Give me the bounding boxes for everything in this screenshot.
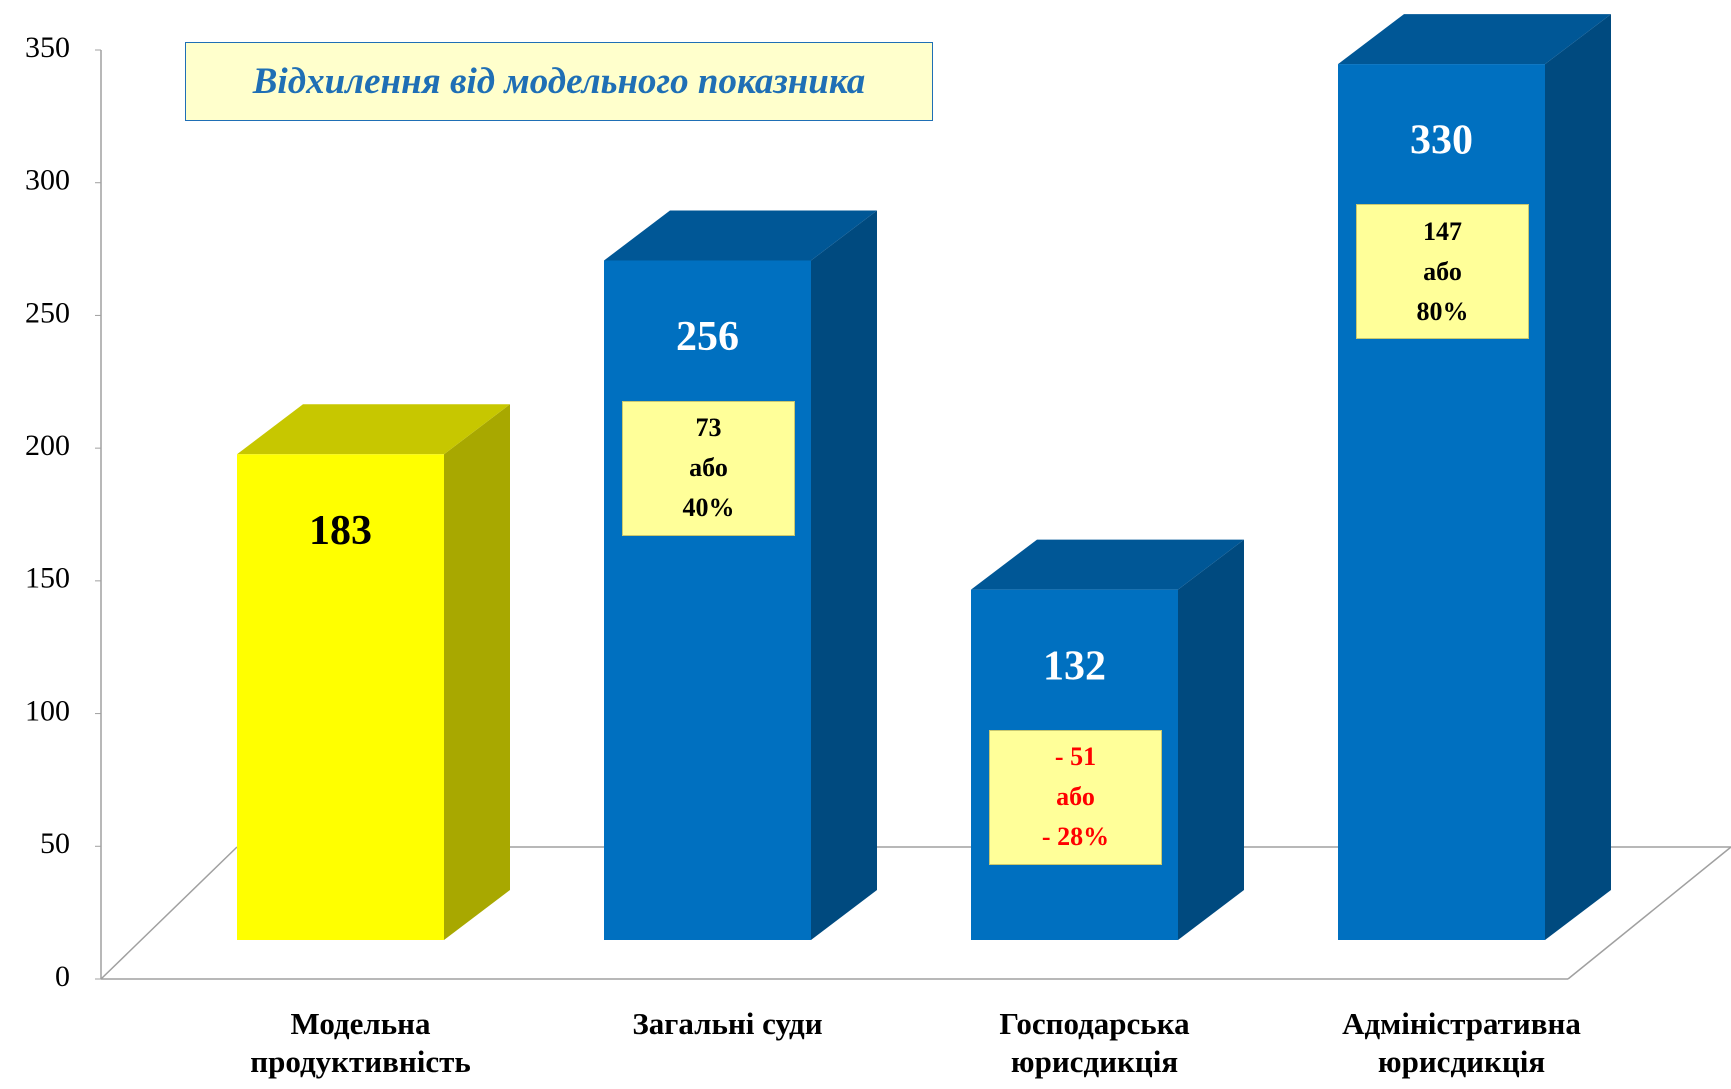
bar-top	[237, 404, 510, 455]
floor-left	[100, 846, 238, 980]
bar-side	[1178, 539, 1244, 940]
value-label: 330	[1410, 118, 1473, 164]
y-tick-label: 350	[25, 31, 70, 64]
deviation-label: 73 або 40%	[622, 400, 795, 536]
y-tick-label: 100	[25, 694, 70, 727]
bar	[604, 260, 811, 940]
x-tick-label: Модельна продуктивність	[250, 1006, 471, 1079]
x-tick-label: Загальні суди	[632, 1006, 823, 1041]
y-tick-label: 300	[25, 164, 70, 197]
y-tick-label: 50	[40, 827, 70, 860]
bar-top	[971, 539, 1244, 590]
value-label: 256	[676, 314, 739, 360]
deviation-label: - 51 або - 28%	[989, 729, 1162, 865]
bar-side	[444, 404, 510, 940]
bar-top	[1338, 14, 1611, 65]
y-tick-label: 150	[25, 562, 70, 595]
bar-side	[1545, 14, 1611, 941]
bar-side	[811, 210, 877, 940]
y-tick-label: 250	[25, 296, 70, 329]
floor-right	[1567, 846, 1731, 980]
x-tick-label: Господарська юрисдикція	[999, 1006, 1190, 1079]
chart-title: Відхилення від модельного показника	[185, 42, 933, 121]
y-tick-label: 200	[25, 429, 70, 462]
value-label: 183	[309, 508, 372, 554]
value-label: 132	[1043, 643, 1106, 689]
bar	[237, 454, 444, 940]
y-tick-label: 0	[55, 960, 70, 993]
x-tick-label: Адміністративна юрисдикція	[1342, 1006, 1581, 1079]
deviation-label: 147 або 80%	[1356, 204, 1529, 340]
bar-top	[604, 210, 877, 261]
bar	[1338, 64, 1545, 941]
